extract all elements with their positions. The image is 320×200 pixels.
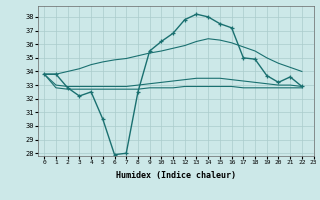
X-axis label: Humidex (Indice chaleur): Humidex (Indice chaleur) xyxy=(116,171,236,180)
